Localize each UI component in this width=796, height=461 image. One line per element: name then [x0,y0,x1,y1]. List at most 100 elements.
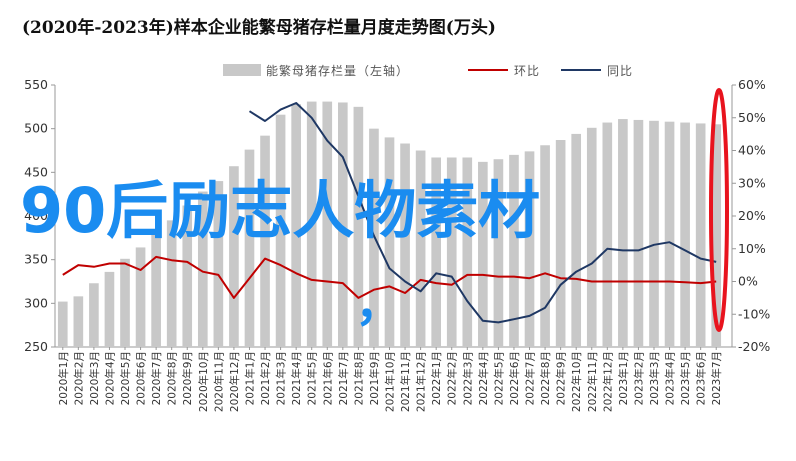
x-tick-label: 2023年4月 [664,351,677,405]
x-tick-label: 2022年12月 [601,351,614,412]
bar [524,151,535,347]
x-tick-label: 2021年7月 [337,351,350,405]
y-right-tick-label: -20% [738,339,770,354]
x-tick-label: 2022年6月 [508,351,521,405]
bar [446,157,457,347]
bar [555,140,566,347]
x-tick-label: 2022年5月 [492,351,505,405]
bar [695,123,706,347]
x-tick-label: 2023年2月 [632,351,645,405]
y-right-tick-label: 50% [738,110,766,125]
y-right-tick-label: 20% [738,208,766,223]
y-left-tick-label: 250 [24,339,48,354]
x-tick-label: 2020年10月 [197,351,210,412]
overlay-comma: ， [355,276,403,332]
bar [89,283,99,347]
bar [213,181,224,347]
bar [680,122,690,347]
bar [291,104,301,347]
bar [415,150,426,347]
bar [602,122,613,347]
bar [462,157,473,347]
y-tick-labels: 250 300 350 400 450 500 550 -20% -10% 0% 10% 20% 30%… [24,77,770,354]
bar [633,119,644,347]
x-tick-label: 2021年2月 [259,351,272,405]
bar [711,124,722,347]
bar [229,166,239,347]
y-left-tick-label: 300 [24,295,48,310]
x-tick-label: 2020年7月 [150,351,163,405]
x-tick-label: 2022年1月 [430,351,443,405]
legend-swatch-bar [223,64,261,76]
y-left-tick-label: 350 [24,252,48,267]
y-right-tick-label: 0% [738,274,758,289]
bar [182,205,193,347]
x-tick-label: 2021年4月 [290,351,303,405]
chart-title: (2020年-2023年)样本企业能繁母猪存栏量月度走势图(万头) [22,17,496,38]
x-tick-label: 2022年2月 [446,351,459,405]
x-tick-label: 2020年2月 [72,351,85,405]
overlay-watermark-text: 90后励志人物素材 [20,174,540,247]
highlight-ellipse [709,88,729,332]
bar [322,101,333,348]
bar [120,258,130,347]
bar-series [57,101,722,348]
x-tick-label: 2020年8月 [166,351,179,405]
bar [384,137,395,347]
bar [166,220,177,347]
legend-label-yoy: 同比 [607,64,633,78]
bar [493,159,504,347]
x-tick-label: 2021年1月 [243,351,256,405]
bar [338,102,348,347]
x-tick-label: 2020年4月 [103,351,116,405]
x-tick-labels: 2020年1月 2020年2月 2020年3月 2020年4月 2020年5月 2020年… [57,351,723,412]
x-tick-label: 2023年5月 [679,351,692,405]
x-tick-label: 2022年4月 [477,351,490,405]
y-right-tick-label: 60% [738,77,766,92]
bar [431,157,441,347]
legend-label-mom: 环比 [514,64,540,78]
x-tick-label: 2020年1月 [57,351,70,405]
bar [618,119,628,347]
x-tick-label: 2020年3月 [88,351,101,405]
x-tick-label: 2021年6月 [321,351,334,405]
bar [353,106,364,347]
bar [540,145,550,347]
x-tick-label: 2020年11月 [212,351,225,412]
bar [478,161,488,347]
bar [104,271,115,347]
x-tick-label: 2020年9月 [181,351,194,405]
x-tick-label: 2022年7月 [524,351,537,405]
y-right-tick-label: 40% [738,143,766,158]
bar [244,149,255,347]
x-tick-label: 2021年11月 [399,351,412,412]
bar [260,135,270,347]
x-tick-label: 2021年10月 [384,351,397,412]
x-tick-label: 2021年8月 [352,351,365,405]
bar [400,143,410,347]
y-right-tick-label: 30% [738,175,766,190]
y-left-tick-label: 450 [24,164,48,179]
x-tick-label: 2023年3月 [648,351,661,405]
legend-label-bar: 能繁母猪存栏量（左轴） [266,63,409,78]
bar [664,121,675,348]
x-tick-label: 2022年3月 [461,351,474,405]
bar [197,191,208,347]
x-tick-label: 2023年7月 [710,351,723,405]
y-right-tick-label: -10% [738,306,770,321]
x-tick-label: 2022年11月 [586,351,599,412]
x-tick-label: 2022年10月 [570,351,583,412]
series-line-mom [62,255,717,299]
bar [586,127,597,347]
x-tick-label: 2023年6月 [695,351,708,405]
bar [151,234,161,347]
y-left-tick-label: 500 [24,121,48,136]
bar [509,154,519,347]
y-left-tick-label: 400 [24,208,48,223]
series-line-yoy [248,102,717,324]
line-series [62,102,717,324]
x-tick-label: 2022年9月 [555,351,568,405]
y-left-tick-label: 550 [24,77,48,92]
bar [306,101,317,348]
